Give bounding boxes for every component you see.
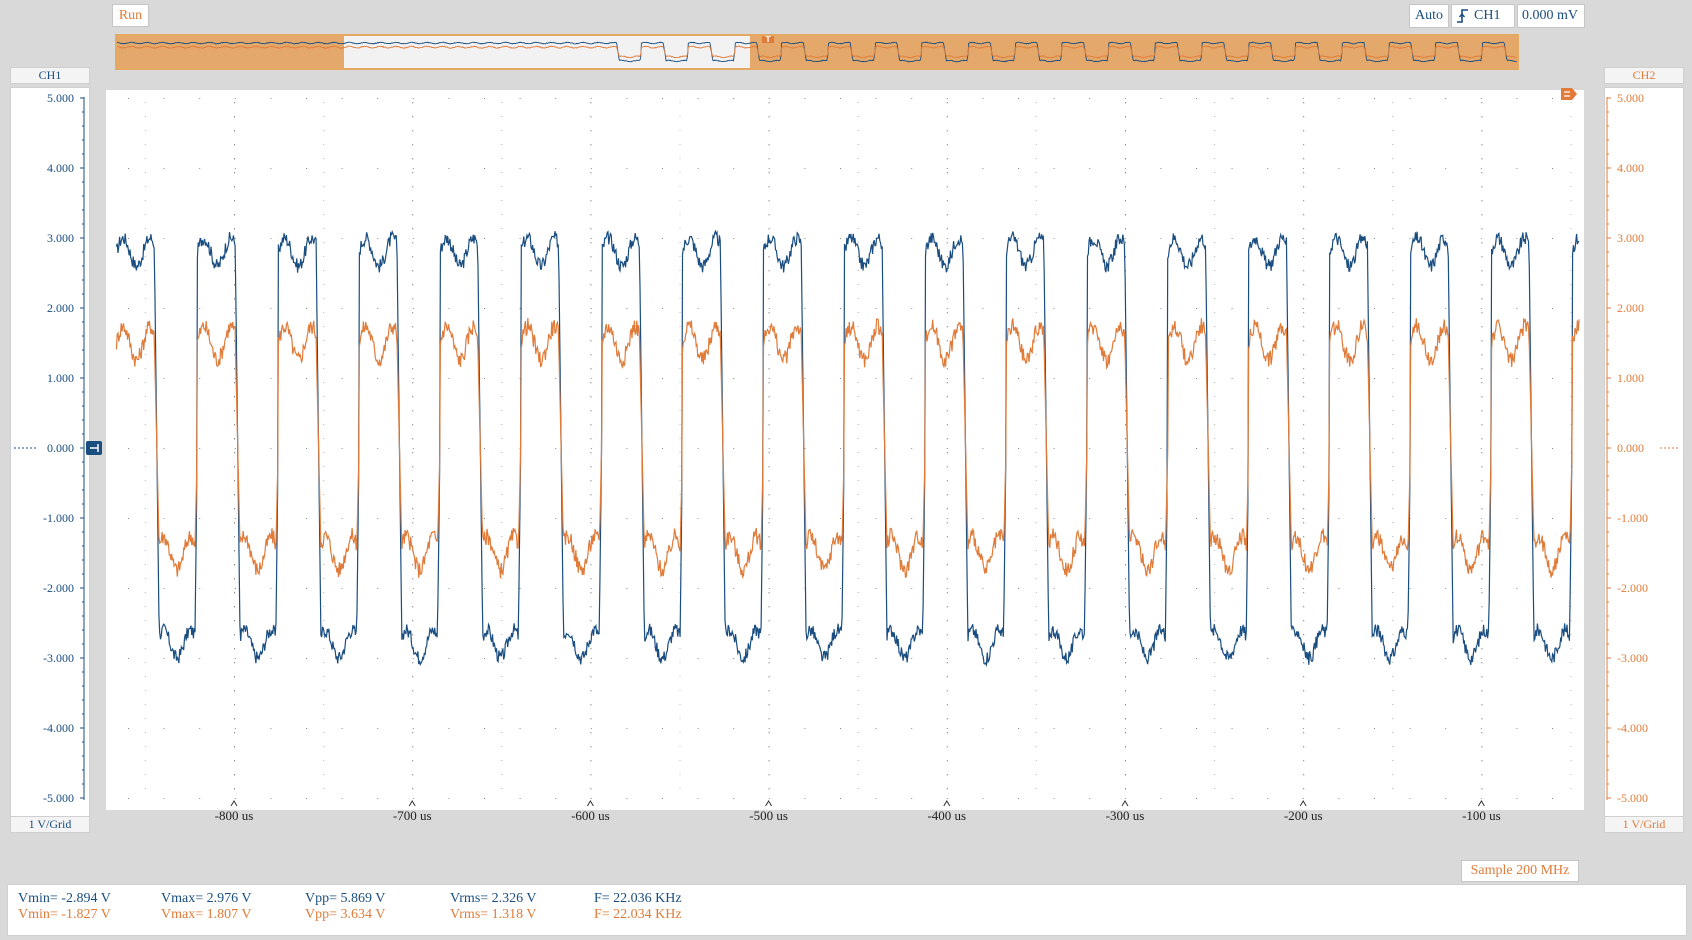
measurement-panel: Vmin= -2.894 V Vmax= 2.976 V Vpp= 5.869 … [7, 884, 1687, 936]
x-tick-label: -200 us [1284, 808, 1323, 823]
waveform-overview[interactable] [115, 34, 1519, 70]
x-tick-label: -300 us [1106, 808, 1145, 823]
ch2-vmax: Vmax= 1.807 V [161, 907, 252, 922]
ch2-vrms: Vrms= 1.318 V [450, 907, 537, 922]
ch1-tab[interactable]: CH1 [10, 67, 90, 84]
ch1-vmax: Vmax= 2.976 V [161, 891, 252, 906]
trigger-level-field[interactable]: 0.000 mV [1517, 4, 1585, 28]
overview-waveform-ch1 [117, 41, 1517, 63]
overview-right-region [750, 36, 1517, 68]
trigger-source-button[interactable]: CH1 [1451, 4, 1515, 28]
ch2-freq: F= 22.034 KHz [594, 907, 682, 922]
x-tick-label: -100 us [1462, 808, 1501, 823]
ch2-vmin: Vmin= -1.827 V [18, 907, 111, 922]
ch2-scale-panel [1604, 87, 1684, 817]
x-tick-label: -500 us [749, 808, 788, 823]
ch1-freq: F= 22.036 KHz [594, 891, 682, 906]
rising-edge-icon [1457, 9, 1468, 23]
overview-left-region [117, 36, 344, 68]
overview-waveform-ch2 [117, 45, 1517, 59]
overview-trigger-marker[interactable] [762, 36, 774, 43]
ch2-vpp: Vpp= 3.634 V [305, 907, 386, 922]
sample-rate-label: Sample 200 MHz [1461, 860, 1579, 882]
run-button[interactable]: Run [112, 4, 149, 27]
ch1-scale-panel [10, 87, 90, 817]
trigger-source-label: CH1 [1474, 8, 1501, 23]
ch1-vmin: Vmin= -2.894 V [18, 891, 111, 906]
x-tick-label: -700 us [393, 808, 432, 823]
ch1-vpp: Vpp= 5.869 V [305, 891, 386, 906]
overview-svg [117, 36, 1517, 68]
x-tick-label: -800 us [215, 808, 254, 823]
ch2-grid-label[interactable]: 1 V/Grid [1604, 816, 1684, 833]
ch1-grid-label[interactable]: 1 V/Grid [10, 816, 90, 833]
ch1-vrms: Vrms= 2.326 V [450, 891, 537, 906]
trigger-mode-button[interactable]: Auto [1409, 4, 1449, 28]
x-tick-label: -400 us [927, 808, 966, 823]
ch2-tab[interactable]: CH2 [1604, 67, 1684, 84]
plot-area[interactable] [106, 90, 1584, 810]
overview-visible-window[interactable] [344, 36, 750, 68]
x-tick-label: -600 us [571, 808, 610, 823]
trigger-panel: Auto CH1 0.000 mV [1409, 4, 1585, 28]
